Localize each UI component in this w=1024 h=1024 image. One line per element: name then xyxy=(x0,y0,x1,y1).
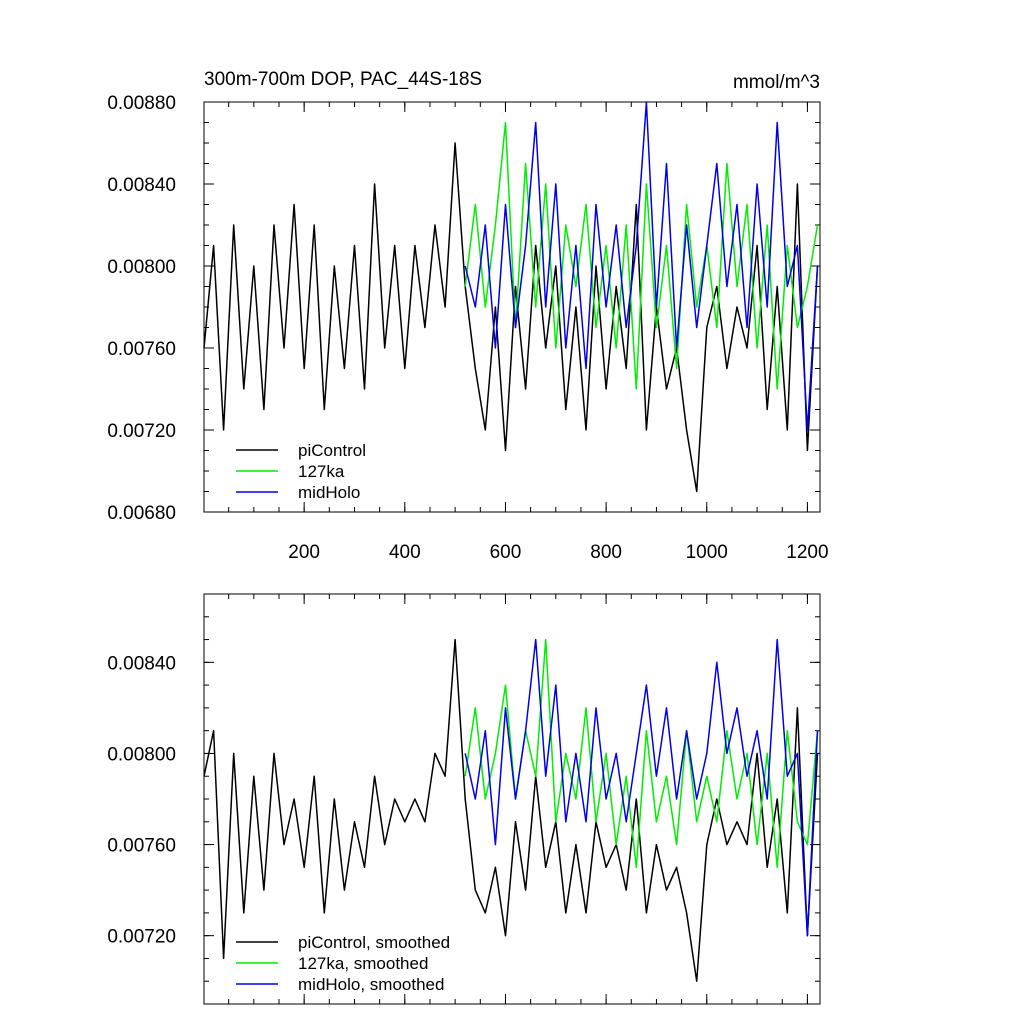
bottom-panel: 0.00720 0.00760 0.00800 0.00840 piControl, … xyxy=(107,593,821,1005)
series-line-0 xyxy=(203,638,819,982)
x-tick-label: 1200 xyxy=(786,542,828,563)
chart-title: 300m-700m DOP, PAC_44S-18S xyxy=(204,69,482,90)
series-group xyxy=(203,638,819,982)
y-tick-label: 0.00720 xyxy=(107,927,176,948)
legend-label: 127ka, smoothed xyxy=(298,954,428,973)
series-line-0 xyxy=(203,142,819,493)
y-tick-label: 0.00760 xyxy=(107,836,176,857)
y-tick-label: 0.00840 xyxy=(107,175,176,196)
legend-label: 127ka xyxy=(298,462,345,481)
plot-frame xyxy=(203,593,821,1005)
x-tick-label: 200 xyxy=(288,542,320,563)
y-tick-label: 0.00800 xyxy=(107,744,176,765)
series-line-2 xyxy=(464,638,819,937)
units-label: mmol/m^3 xyxy=(733,72,820,93)
legend-label: piControl, smoothed xyxy=(298,933,450,952)
y-axis: 0.00720 0.00760 0.00800 0.00840 xyxy=(107,593,820,1005)
top-panel: 300m-700m DOP, PAC_44S-18S mmol/m^3 0.00… xyxy=(107,69,828,563)
x-axis xyxy=(228,594,808,1004)
x-tick-label: 400 xyxy=(389,542,421,563)
legend-label: piControl xyxy=(298,441,366,460)
y-tick-label: 0.00840 xyxy=(107,653,176,674)
legend-label: midHolo, smoothed xyxy=(298,975,444,994)
y-axis: 0.00680 0.00720 0.00760 0.00800 0.00840 0.008… xyxy=(107,93,820,524)
legend-label: midHolo xyxy=(298,483,360,502)
legend: piControl 127ka midHolo xyxy=(236,441,366,502)
x-tick-label: 800 xyxy=(590,542,622,563)
y-tick-label: 0.00760 xyxy=(107,339,176,360)
x-tick-label: 600 xyxy=(490,542,522,563)
series-line-2 xyxy=(464,101,819,431)
y-tick-label: 0.00680 xyxy=(107,503,176,524)
y-tick-label: 0.00800 xyxy=(107,257,176,278)
y-tick-label: 0.00720 xyxy=(107,421,176,442)
series-line-1 xyxy=(464,121,819,390)
x-axis: 200 400 600 800 1000 1200 xyxy=(228,102,829,563)
x-tick-label: 1000 xyxy=(686,542,728,563)
series-group xyxy=(203,101,819,493)
legend: piControl, smoothed 127ka, smoothed midHol… xyxy=(236,933,450,994)
y-tick-label: 0.00880 xyxy=(107,93,176,114)
